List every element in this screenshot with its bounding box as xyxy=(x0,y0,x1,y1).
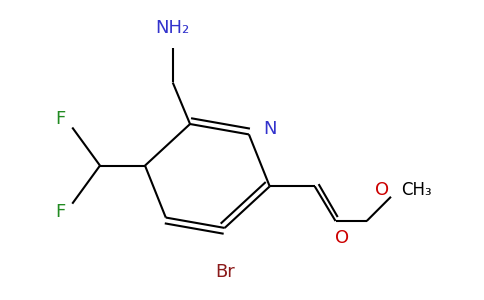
Text: N: N xyxy=(263,120,276,138)
Text: O: O xyxy=(376,181,390,199)
Text: O: O xyxy=(335,229,349,247)
Text: CH₃: CH₃ xyxy=(401,181,432,199)
Text: Br: Br xyxy=(215,262,235,280)
Text: F: F xyxy=(55,203,65,221)
Text: F: F xyxy=(55,110,65,128)
Text: NH₂: NH₂ xyxy=(155,20,190,38)
